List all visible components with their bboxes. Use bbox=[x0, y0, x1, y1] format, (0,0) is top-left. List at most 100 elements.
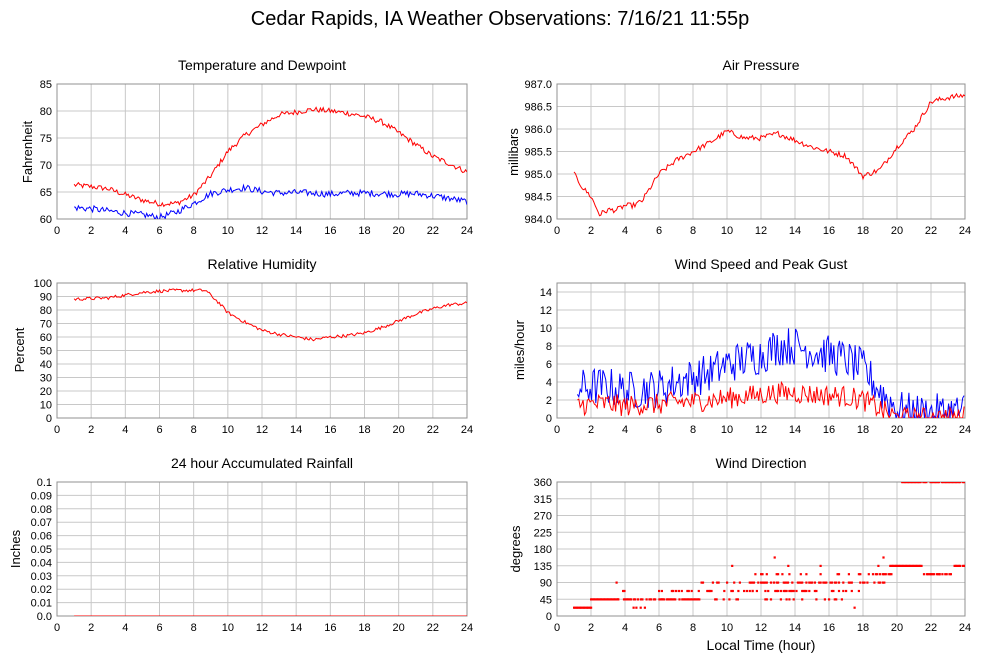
series-line-red bbox=[577, 380, 965, 418]
direction-point bbox=[622, 589, 625, 593]
direction-point bbox=[738, 581, 741, 584]
direction-point bbox=[601, 598, 604, 601]
direction-point bbox=[894, 564, 898, 567]
y-tick-label: 30 bbox=[40, 373, 52, 385]
y-tick-label: 6 bbox=[546, 359, 552, 371]
direction-point bbox=[654, 598, 657, 601]
direction-point bbox=[823, 581, 826, 584]
direction-point bbox=[688, 598, 691, 601]
direction-point bbox=[765, 581, 768, 584]
direction-point bbox=[692, 598, 695, 601]
x-tick-label: 18 bbox=[857, 225, 869, 237]
direction-point bbox=[762, 581, 765, 584]
direction-point bbox=[929, 482, 932, 484]
direction-point bbox=[825, 581, 828, 584]
direction-point bbox=[801, 581, 804, 584]
y-tick-label: 70 bbox=[40, 160, 52, 172]
direction-point bbox=[873, 581, 876, 584]
direction-point bbox=[914, 564, 917, 567]
direction-point bbox=[777, 573, 780, 576]
data-layer bbox=[573, 92, 965, 217]
direction-point bbox=[607, 598, 610, 601]
y-tick-label: 0.02 bbox=[31, 584, 52, 596]
direction-point bbox=[789, 589, 792, 593]
x-tick-label: 20 bbox=[393, 424, 405, 436]
direction-point bbox=[877, 564, 880, 567]
direction-point bbox=[903, 482, 907, 484]
direction-point bbox=[788, 589, 791, 593]
direction-point bbox=[686, 589, 689, 593]
y-tick-label: 2 bbox=[546, 395, 552, 407]
direction-point bbox=[691, 598, 694, 601]
series-line-blue bbox=[73, 183, 467, 219]
y-tick-label: 40 bbox=[40, 359, 52, 371]
direction-point bbox=[862, 581, 865, 584]
data-layer bbox=[73, 106, 467, 219]
direction-point bbox=[617, 598, 620, 601]
direction-point bbox=[949, 573, 952, 576]
y-tick-label: 0.0 bbox=[37, 611, 52, 623]
direction-point bbox=[799, 581, 802, 584]
y-tick-label: 986.5 bbox=[524, 102, 552, 114]
direction-point bbox=[592, 598, 595, 601]
direction-point bbox=[750, 581, 753, 584]
x-tick-label: 22 bbox=[427, 424, 439, 436]
direction-point bbox=[775, 589, 778, 593]
direction-point bbox=[808, 589, 811, 593]
direction-point bbox=[761, 573, 764, 576]
x-tick-label: 16 bbox=[324, 424, 336, 436]
direction-point bbox=[623, 589, 626, 593]
x-tick-label: 18 bbox=[358, 424, 370, 436]
direction-point bbox=[672, 589, 675, 593]
y-tick-label: 0.03 bbox=[31, 571, 52, 583]
direction-point bbox=[628, 598, 631, 601]
y-tick-label: 985.5 bbox=[524, 147, 552, 159]
x-tick-label: 0 bbox=[554, 622, 560, 634]
x-tick-label: 6 bbox=[156, 225, 162, 237]
direction-point bbox=[833, 581, 836, 584]
direction-point bbox=[715, 598, 718, 601]
direction-point bbox=[782, 581, 785, 584]
direction-point bbox=[652, 598, 655, 601]
y-tick-label: 135 bbox=[534, 561, 552, 573]
direction-point bbox=[585, 606, 588, 609]
direction-point bbox=[837, 581, 841, 584]
direction-point bbox=[920, 564, 923, 567]
direction-point bbox=[957, 482, 960, 484]
direction-point bbox=[903, 564, 906, 567]
direction-point bbox=[904, 564, 907, 567]
panel-title: Temperature and Dewpoint bbox=[178, 57, 346, 73]
direction-point bbox=[802, 589, 805, 593]
direction-point bbox=[668, 598, 671, 601]
direction-point bbox=[669, 598, 673, 601]
x-tick-label: 16 bbox=[823, 622, 835, 634]
x-tick-label: 8 bbox=[191, 622, 197, 634]
direction-point bbox=[893, 564, 896, 567]
direction-point bbox=[959, 482, 962, 484]
direction-point bbox=[883, 573, 886, 576]
y-tick-label: 8 bbox=[546, 341, 552, 353]
direction-point bbox=[674, 598, 677, 601]
direction-point bbox=[954, 564, 958, 567]
x-tick-label: 10 bbox=[721, 225, 733, 237]
direction-point bbox=[808, 581, 811, 584]
x-tick-label: 2 bbox=[88, 424, 94, 436]
direction-point bbox=[614, 598, 617, 601]
direction-point bbox=[751, 589, 754, 593]
direction-point bbox=[791, 581, 794, 584]
y-tick-label: 65 bbox=[40, 187, 52, 199]
y-axis-label: miles/hour bbox=[512, 319, 527, 380]
direction-point bbox=[761, 581, 764, 584]
direction-point bbox=[635, 606, 638, 609]
direction-point bbox=[832, 589, 835, 593]
direction-point bbox=[709, 589, 712, 593]
direction-point bbox=[842, 589, 845, 593]
direction-point bbox=[728, 598, 731, 601]
direction-point bbox=[777, 581, 780, 584]
y-tick-label: 0.1 bbox=[37, 477, 52, 489]
direction-point bbox=[573, 606, 576, 609]
direction-point bbox=[859, 581, 862, 584]
direction-point bbox=[754, 573, 757, 576]
direction-point bbox=[805, 581, 808, 584]
direction-point bbox=[822, 581, 825, 584]
